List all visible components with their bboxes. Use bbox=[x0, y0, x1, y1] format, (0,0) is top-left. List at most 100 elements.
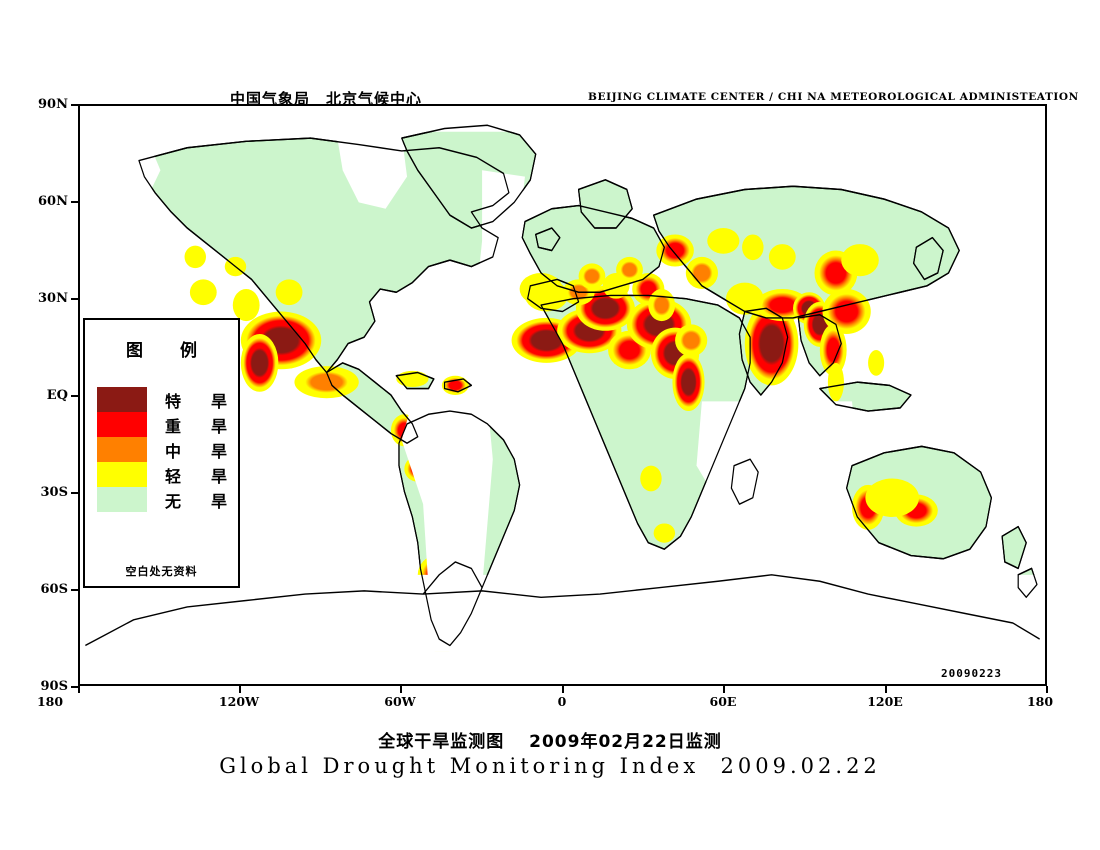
drought-kazakhstan bbox=[707, 228, 740, 254]
x-mark-60w bbox=[400, 686, 402, 693]
legend-row-moderate: 中 旱 bbox=[97, 437, 238, 462]
drought-us-southwest bbox=[232, 289, 260, 322]
drought-us-great-basin bbox=[189, 279, 217, 306]
coast-japan bbox=[913, 236, 944, 281]
legend-row-extreme: 特 旱 bbox=[97, 387, 238, 412]
y-tick-30n: 30N bbox=[38, 291, 68, 306]
y-mark-30s bbox=[71, 492, 78, 494]
drought-philippines bbox=[868, 350, 885, 376]
coast-new-zealand bbox=[1001, 525, 1027, 570]
coast-madagascar bbox=[730, 458, 759, 505]
x-mark-0 bbox=[562, 686, 564, 693]
drought-iberia bbox=[524, 279, 568, 312]
legend-swatch-extreme bbox=[97, 387, 147, 412]
coast-nz-south bbox=[1017, 567, 1038, 599]
drought-south-china bbox=[822, 289, 871, 334]
drought-china-northeast bbox=[841, 244, 879, 277]
coast-africa bbox=[540, 294, 751, 550]
drought-us-plains bbox=[275, 279, 303, 306]
x-tick-180e: 180 bbox=[1026, 694, 1054, 709]
coast-indonesia bbox=[819, 381, 912, 412]
y-tick-eq: EQ bbox=[46, 388, 68, 403]
legend-row-light: 轻 旱 bbox=[97, 462, 238, 487]
agency-header-cn: 中国气象局 北京气候中心 bbox=[230, 90, 423, 108]
x-mark-120w bbox=[239, 686, 241, 693]
coast-antarctica bbox=[85, 574, 1040, 647]
legend-row-severe: 重 旱 bbox=[97, 412, 238, 437]
y-tick-60s: 60S bbox=[40, 582, 68, 597]
drought-india-peninsula bbox=[744, 301, 799, 386]
legend-label-light: 轻 旱 bbox=[165, 466, 235, 486]
drought-horn-of-africa bbox=[672, 353, 705, 412]
coast-scandinavia bbox=[577, 179, 633, 229]
drought-caspian-aral bbox=[656, 234, 694, 267]
legend-label-none: 无 旱 bbox=[165, 491, 235, 511]
drought-arabia-south bbox=[675, 324, 708, 357]
coast-north-america bbox=[138, 137, 510, 374]
drought-australia-interior bbox=[865, 478, 920, 518]
coast-uk bbox=[535, 227, 561, 252]
x-tick-0: 0 bbox=[557, 694, 567, 709]
drought-baja-mexico bbox=[240, 333, 279, 392]
map-canvas bbox=[80, 106, 1045, 684]
drought-us-northwest bbox=[184, 245, 206, 269]
coast-central-america bbox=[326, 362, 419, 444]
coast-asia bbox=[653, 185, 960, 319]
legend-label-severe: 重 旱 bbox=[165, 416, 235, 436]
date-stamp: 20090223 bbox=[941, 667, 1002, 680]
legend-row-none: 无 旱 bbox=[97, 487, 238, 512]
y-tick-90n: 90N bbox=[38, 97, 68, 112]
x-mark-180e bbox=[1046, 686, 1048, 693]
coast-australia bbox=[846, 445, 992, 560]
coast-iberia bbox=[527, 278, 580, 313]
y-tick-90s: 90S bbox=[40, 679, 68, 694]
legend-swatch-none bbox=[97, 487, 147, 512]
x-mark-120e bbox=[885, 686, 887, 693]
drought-central-america bbox=[294, 366, 359, 399]
coast-south-america bbox=[398, 410, 521, 647]
agency-header-en: BEIJING CLIMATE CENTER / CHI NA METEOROL… bbox=[588, 91, 1079, 103]
x-tick-60e: 60E bbox=[709, 694, 737, 709]
legend-rows: 特 旱 重 旱 中 旱 轻 旱 无 旱 bbox=[85, 387, 238, 512]
y-mark-90n bbox=[71, 104, 78, 106]
legend-box[interactable]: 图 例 特 旱 重 旱 中 旱 轻 旱 无 旱 空白处无资料 bbox=[83, 318, 240, 588]
coast-caribbean bbox=[395, 371, 435, 390]
x-mark-180w bbox=[78, 686, 80, 693]
x-tick-120w: 120W bbox=[218, 694, 260, 709]
x-mark-60e bbox=[723, 686, 725, 693]
coast-indochina bbox=[797, 313, 842, 377]
legend-label-extreme: 特 旱 bbox=[165, 391, 235, 411]
drought-malay-peninsula bbox=[827, 362, 844, 402]
drought-south-africa bbox=[653, 523, 676, 543]
y-mark-90s bbox=[71, 686, 78, 688]
y-mark-60n bbox=[71, 201, 78, 203]
drought-iran-plateau bbox=[685, 256, 718, 290]
legend-footnote: 空白处无资料 bbox=[125, 565, 198, 578]
x-tick-180w: 180 bbox=[36, 694, 64, 709]
coast-greenland bbox=[401, 124, 537, 229]
map-title-en: Global Drought Monitoring Index 2009.02.… bbox=[219, 754, 881, 778]
legend-label-moderate: 中 旱 bbox=[165, 441, 235, 461]
legend-title: 图 例 bbox=[126, 341, 207, 361]
coast-india bbox=[738, 307, 789, 396]
drought-red-sea-coast bbox=[648, 289, 676, 322]
drought-italy-balkans bbox=[578, 263, 606, 290]
world-drought-map[interactable] bbox=[78, 104, 1047, 686]
y-mark-30n bbox=[71, 298, 78, 300]
drought-turkey-caucasus bbox=[616, 256, 643, 283]
coast-europe bbox=[521, 204, 665, 293]
legend-swatch-moderate bbox=[97, 437, 147, 462]
y-tick-60n: 60N bbox=[38, 194, 68, 209]
coastline-layer bbox=[85, 124, 1040, 647]
coast-antarctic-peninsula bbox=[422, 561, 483, 595]
y-mark-60s bbox=[71, 589, 78, 591]
x-tick-120e: 120E bbox=[867, 694, 903, 709]
drought-angola bbox=[640, 465, 662, 492]
y-tick-30s: 30S bbox=[40, 485, 68, 500]
legend-swatch-light bbox=[97, 462, 147, 487]
drought-hispaniola bbox=[441, 375, 469, 395]
map-title-cn: 全球干旱监测图 2009年02月22日监测 bbox=[378, 732, 722, 752]
x-tick-60w: 60W bbox=[384, 694, 416, 709]
drought-xinjiang bbox=[742, 234, 764, 261]
